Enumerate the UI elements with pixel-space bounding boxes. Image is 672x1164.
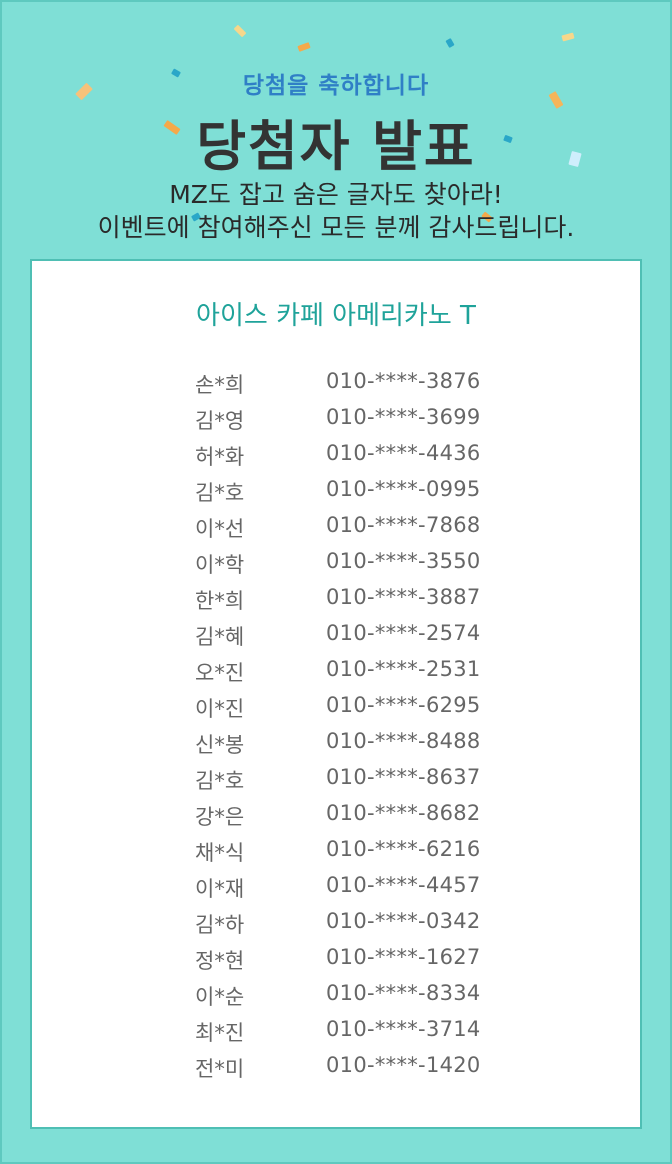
winner-name: 이*순 (195, 985, 245, 1009)
winner-name: 김*호 (195, 769, 245, 793)
winner-name: 오*진 (195, 661, 245, 685)
winner-name: 강*은 (195, 805, 245, 829)
winner-row: 이*진 010-****-6295 (32, 693, 640, 729)
winner-name: 손*희 (195, 373, 245, 397)
winner-row: 김*영 010-****-3699 (32, 405, 640, 441)
winner-name: 한*희 (195, 589, 245, 613)
winner-name: 김*호 (195, 481, 245, 505)
winner-name: 신*봉 (195, 733, 245, 757)
winner-row: 전*미 010-****-1420 (32, 1053, 640, 1089)
winner-phone: 010-****-7868 (326, 513, 481, 537)
winner-name: 최*진 (195, 1021, 245, 1045)
winner-phone: 010-****-2574 (326, 621, 481, 645)
congrats-subtitle: 당첨을 축하합니다 (242, 73, 430, 99)
winner-list-card: 아이스 카페 아메리카노 T 손*희 010-****-3876 김*영 010-*… (30, 259, 642, 1129)
winner-phone: 010-****-1627 (326, 945, 481, 969)
winner-phone: 010-****-3876 (326, 369, 481, 393)
winner-name: 김*하 (195, 913, 245, 937)
winner-phone: 010-****-8682 (326, 801, 481, 825)
event-description-line1: MZ도 잡고 숨은 글자도 찾아라! (169, 180, 503, 209)
winner-row: 김*혜 010-****-2574 (32, 621, 640, 657)
winner-phone: 010-****-0342 (326, 909, 481, 933)
winner-row: 김*호 010-****-0995 (32, 477, 640, 513)
winner-phone: 010-****-3887 (326, 585, 481, 609)
winner-row: 김*호 010-****-8637 (32, 765, 640, 801)
winner-phone: 010-****-6295 (326, 693, 481, 717)
winner-name: 전*미 (195, 1057, 245, 1081)
winner-phone: 010-****-6216 (326, 837, 481, 861)
winner-name: 이*학 (195, 553, 245, 577)
winner-name: 채*식 (195, 841, 245, 865)
winner-name: 김*영 (195, 409, 245, 433)
winner-phone: 010-****-3699 (326, 405, 481, 429)
winner-row: 채*식 010-****-6216 (32, 837, 640, 873)
winner-name: 정*현 (195, 949, 245, 973)
winner-row: 허*화 010-****-4436 (32, 441, 640, 477)
winner-row: 이*선 010-****-7868 (32, 513, 640, 549)
winner-row: 이*학 010-****-3550 (32, 549, 640, 585)
winner-phone: 010-****-4457 (326, 873, 481, 897)
winner-row: 정*현 010-****-1627 (32, 945, 640, 981)
winner-phone: 010-****-1420 (326, 1053, 481, 1077)
winner-name: 이*진 (195, 697, 245, 721)
winner-phone: 010-****-4436 (326, 441, 481, 465)
winner-phone: 010-****-2531 (326, 657, 481, 681)
winner-row: 이*순 010-****-8334 (32, 981, 640, 1017)
winner-row: 신*봉 010-****-8488 (32, 729, 640, 765)
winner-phone: 010-****-3714 (326, 1017, 481, 1041)
winner-name: 김*혜 (195, 625, 245, 649)
winner-name: 허*화 (195, 445, 245, 469)
winner-row: 최*진 010-****-3714 (32, 1017, 640, 1053)
winner-row: 오*진 010-****-2531 (32, 657, 640, 693)
winner-phone: 010-****-8488 (326, 729, 481, 753)
winner-row: 이*재 010-****-4457 (32, 873, 640, 909)
event-description-line2: 이벤트에 참여해주신 모든 분께 감사드립니다. (97, 213, 575, 242)
winner-phone: 010-****-8637 (326, 765, 481, 789)
winner-phone: 010-****-0995 (326, 477, 481, 501)
prize-name: 아이스 카페 아메리카노 T (196, 301, 476, 331)
page-title: 당첨자 발표 (196, 115, 476, 178)
winner-phone: 010-****-3550 (326, 549, 481, 573)
winner-row: 김*하 010-****-0342 (32, 909, 640, 945)
winner-row: 한*희 010-****-3887 (32, 585, 640, 621)
winner-row: 손*희 010-****-3876 (32, 369, 640, 405)
winner-phone: 010-****-8334 (326, 981, 481, 1005)
winner-row: 강*은 010-****-8682 (32, 801, 640, 837)
winner-name: 이*선 (195, 517, 245, 541)
winner-name: 이*재 (195, 877, 245, 901)
